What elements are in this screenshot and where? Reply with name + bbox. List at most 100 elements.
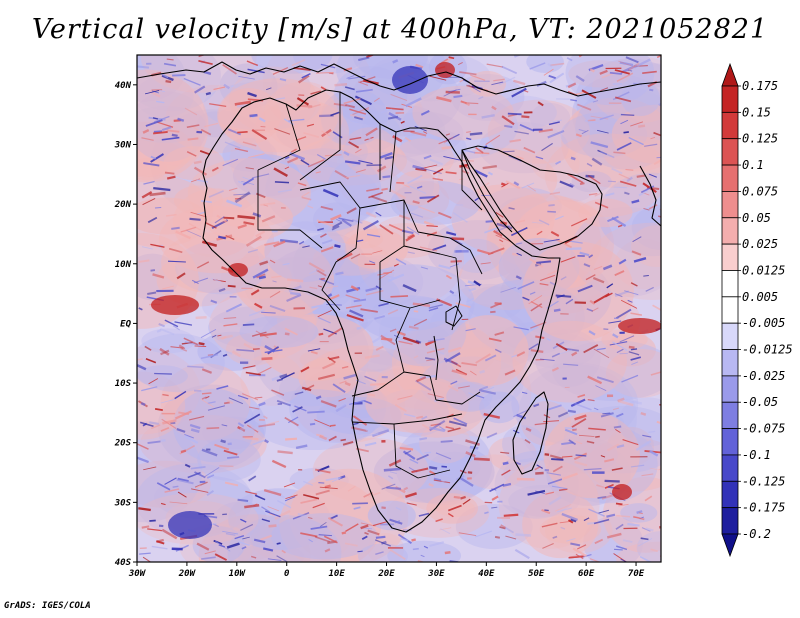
velocity-streak xyxy=(240,518,247,523)
colorbar-swatch xyxy=(721,454,739,482)
colorbar-swatch xyxy=(721,349,739,377)
velocity-streak xyxy=(223,323,238,327)
velocity-streak xyxy=(445,133,451,136)
velocity-streak xyxy=(491,495,499,501)
velocity-streak xyxy=(310,90,321,95)
velocity-streak xyxy=(311,304,323,309)
velocity-streak xyxy=(176,428,186,433)
velocity-streak xyxy=(144,90,160,95)
velocity-streak xyxy=(404,136,412,142)
velocity-streak xyxy=(223,83,231,90)
velocity-streak xyxy=(204,467,220,477)
velocity-streak xyxy=(271,375,280,382)
velocity-streak xyxy=(424,339,436,346)
velocity-streak xyxy=(288,285,302,293)
velocity-streak xyxy=(153,131,168,135)
velocity-streak xyxy=(187,137,199,141)
velocity-streak xyxy=(611,167,623,175)
velocity-streak xyxy=(523,89,529,93)
lat-tick-label: 30S xyxy=(114,498,132,508)
velocity-streak xyxy=(423,154,432,160)
velocity-streak xyxy=(267,506,280,512)
velocity-streak xyxy=(567,173,584,184)
velocity-streak xyxy=(263,415,268,420)
velocity-streak xyxy=(187,365,204,369)
velocity-streak xyxy=(410,212,424,218)
velocity-patch xyxy=(617,397,661,447)
velocity-patch xyxy=(137,460,211,508)
velocity-streak xyxy=(609,71,622,75)
velocity-streak xyxy=(501,65,518,75)
velocity-streak xyxy=(631,361,639,366)
velocity-streak xyxy=(231,350,242,358)
velocity-streak xyxy=(159,90,165,93)
velocity-streak xyxy=(618,60,632,67)
velocity-streak xyxy=(306,123,315,127)
velocity-streak xyxy=(388,459,402,467)
velocity-streak xyxy=(467,280,477,286)
velocity-streak xyxy=(169,501,188,505)
europe-coastline xyxy=(136,61,662,97)
velocity-streak xyxy=(241,393,259,401)
velocity-streak xyxy=(298,240,305,245)
velocity-streak xyxy=(387,309,399,315)
velocity-streak xyxy=(606,283,614,289)
velocity-streak xyxy=(480,386,495,393)
velocity-streak xyxy=(567,409,576,414)
velocity-streak xyxy=(312,502,325,509)
velocity-streak xyxy=(259,332,277,337)
velocity-streak xyxy=(590,115,609,120)
velocity-streak xyxy=(574,460,588,467)
velocity-streak xyxy=(619,61,634,67)
lon-tick-label: 20E xyxy=(377,569,395,579)
velocity-streak xyxy=(428,304,443,309)
velocity-streak xyxy=(521,391,528,395)
velocity-streak xyxy=(481,113,495,119)
velocity-streak xyxy=(625,168,634,171)
velocity-streak xyxy=(595,435,600,438)
velocity-streak xyxy=(394,520,401,524)
velocity-streak xyxy=(429,158,444,166)
velocity-streak xyxy=(242,141,257,147)
velocity-streak xyxy=(551,485,567,490)
velocity-streak xyxy=(550,62,565,67)
velocity-streak xyxy=(577,284,593,293)
velocity-streak xyxy=(382,175,391,179)
velocity-streak xyxy=(445,274,453,280)
velocity-streak xyxy=(344,160,361,165)
colorbar-label: -0.075 xyxy=(742,422,785,436)
velocity-patch xyxy=(544,133,661,218)
velocity-streak xyxy=(447,385,459,392)
velocity-patch xyxy=(137,463,253,539)
velocity-patch xyxy=(552,340,661,401)
velocity-streak xyxy=(409,458,419,464)
colorbar-swatch xyxy=(721,322,739,350)
velocity-patch xyxy=(264,221,347,282)
velocity-streak xyxy=(309,268,321,275)
velocity-streak xyxy=(186,124,200,129)
velocity-streak xyxy=(478,182,490,190)
velocity-streak xyxy=(273,167,288,178)
velocity-streak xyxy=(616,545,628,551)
velocity-streak xyxy=(600,455,606,458)
velocity-streak xyxy=(415,339,422,344)
velocity-streak xyxy=(164,488,180,493)
velocity-streak xyxy=(466,84,475,89)
velocity-streak xyxy=(494,302,502,306)
velocity-streak xyxy=(301,196,312,201)
velocity-streak xyxy=(500,524,507,529)
velocity-streak xyxy=(515,461,521,466)
velocity-streak xyxy=(203,70,212,75)
velocity-streak xyxy=(498,76,516,86)
velocity-streak xyxy=(570,518,577,523)
colorbar-label: 0.025 xyxy=(742,237,778,251)
velocity-streak xyxy=(494,331,505,336)
velocity-streak xyxy=(480,385,489,391)
velocity-streak xyxy=(184,433,194,439)
velocity-streak xyxy=(478,388,496,395)
velocity-streak xyxy=(598,509,610,514)
velocity-streak xyxy=(290,291,301,296)
velocity-streak xyxy=(190,428,200,434)
velocity-streaks xyxy=(137,55,661,562)
